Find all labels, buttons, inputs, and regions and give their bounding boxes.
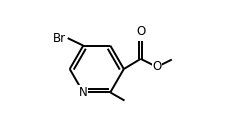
Text: O: O [152, 60, 161, 73]
Text: O: O [135, 25, 145, 38]
Text: N: N [79, 86, 87, 99]
Text: Br: Br [52, 32, 65, 45]
